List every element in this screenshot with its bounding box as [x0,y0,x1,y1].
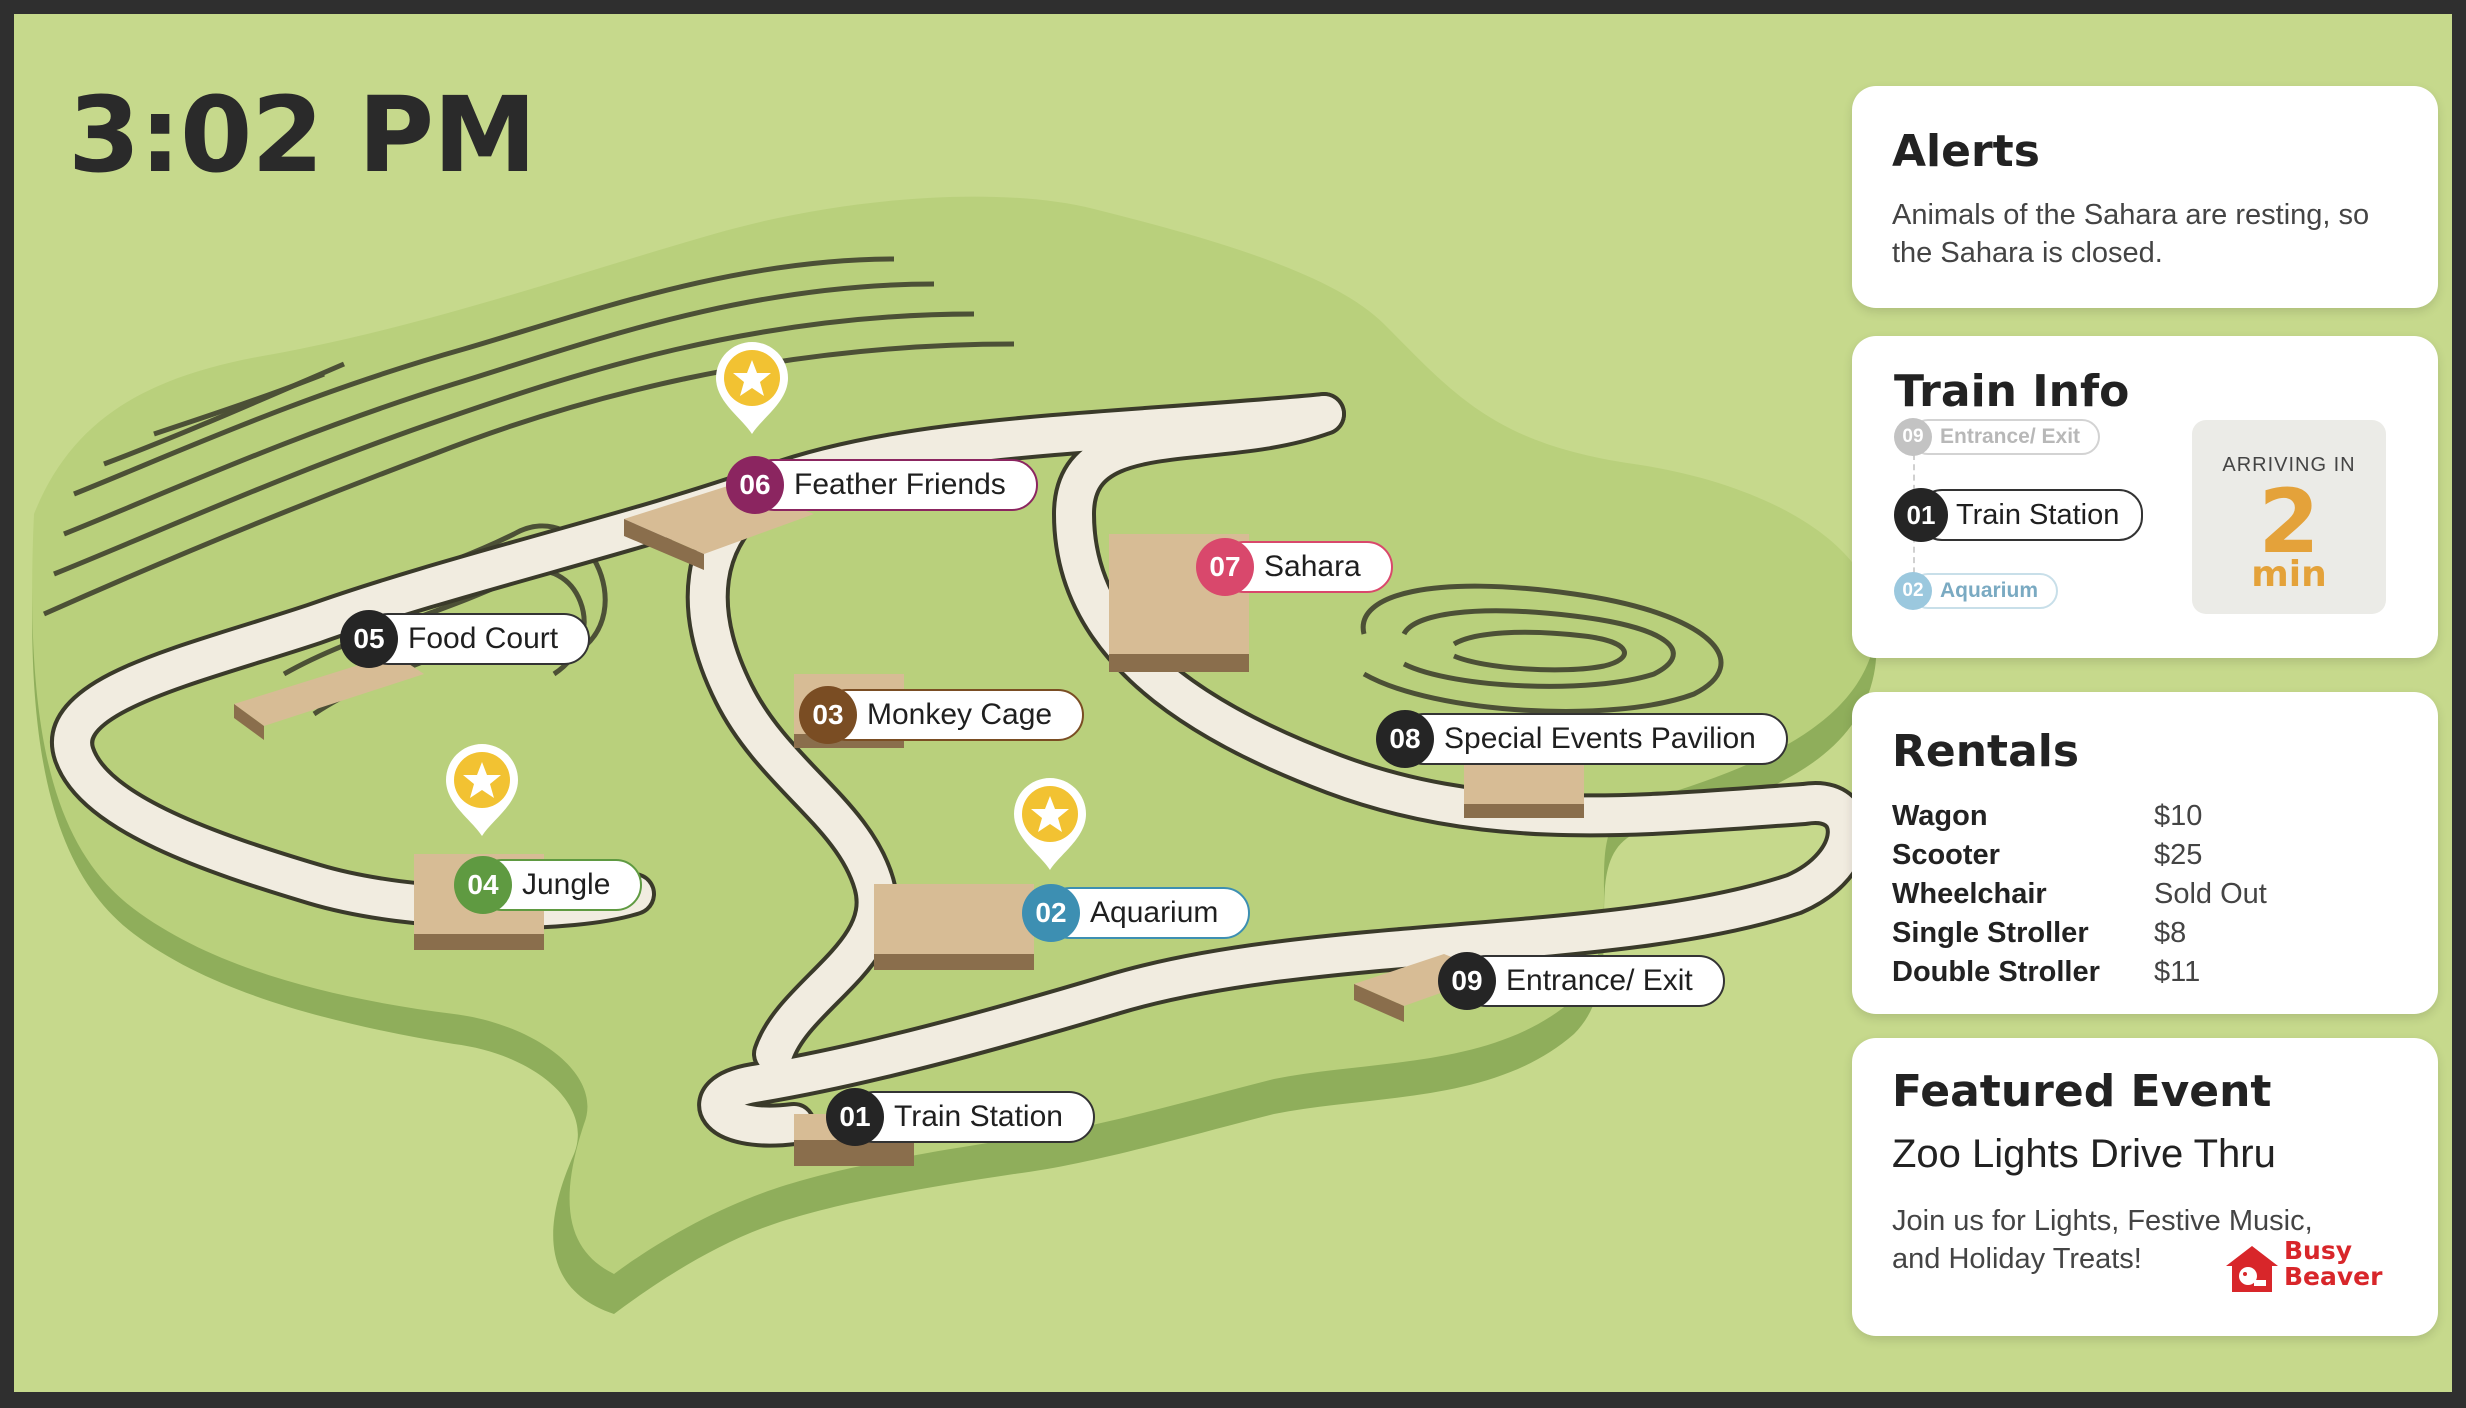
location-label: Entrance/ Exit [1460,955,1725,1007]
location-number: 05 [340,610,398,668]
rental-price: $8 [2154,917,2187,949]
sponsor-line-1: Busy [2284,1236,2353,1265]
rental-item: Scooter [1892,839,2000,871]
sponsor-logo: Busy Beaver [2224,1238,2394,1298]
rental-price: Sold Out [2154,878,2267,910]
location-number: 03 [799,686,857,744]
location-number: 04 [454,856,512,914]
location-label: Food Court [362,613,591,665]
arriving-label: ARRIVING IN [2222,454,2356,476]
rental-item: Wheelchair [1892,878,2047,910]
stop-number: 01 [1894,488,1948,542]
sponsor-name: Busy Beaver [2284,1238,2382,1290]
rental-row: Single Stroller $8 [1892,917,2267,956]
featured-event-card: Featured Event Zoo Lights Drive Thru Joi… [1852,1038,2438,1336]
rental-price: $10 [2154,800,2203,832]
rental-row: Wheelchair Sold Out [1892,878,2267,917]
sponsor-line-2: Beaver [2284,1262,2383,1291]
location-label: Train Station [848,1091,1095,1143]
current-time: 3:02 PM [68,74,537,196]
location-marker-special-events-pavilion[interactable]: 08 Special Events Pavilion [1376,710,1788,768]
location-number: 06 [726,456,784,514]
alerts-card: Alerts Animals of the Sahara are resting… [1852,86,2438,308]
featured-event-title: Featured Event [1892,1066,2272,1117]
signage-screen: 01 Train Station 02 Aquarium 03 Monkey C… [14,14,2452,1392]
arriving-value: 2 [2258,470,2320,573]
stop-number: 02 [1894,572,1932,610]
location-marker-monkey-cage[interactable]: 03 Monkey Cage [799,686,1085,744]
next-stop: 02 Aquarium [1894,572,2059,610]
rental-item: Wagon [1892,800,1988,832]
rental-row: Double Stroller $11 [1892,956,2267,995]
rental-price: $11 [2154,956,2201,988]
rentals-card: Rentals Wagon $10 Scooter $25 Wheelchair So… [1852,692,2438,1014]
rental-list: Wagon $10 Scooter $25 Wheelchair Sold Out S… [1892,800,2267,995]
event-name: Zoo Lights Drive Thru [1892,1132,2276,1176]
location-label: Special Events Pavilion [1398,713,1788,765]
alerts-title: Alerts [1892,126,2040,177]
train-info-card: Train Info 09 Entrance/ Exit 01 Train St… [1852,336,2438,658]
star-pin-icon[interactable] [442,742,522,838]
location-marker-sahara[interactable]: 07 Sahara [1196,538,1393,596]
location-number: 02 [1022,884,1080,942]
stop-label: Train Station [1918,489,2144,541]
current-stop: 01 Train Station [1894,488,2144,542]
rental-item: Single Stroller [1892,917,2089,949]
location-label: Feather Friends [748,459,1038,511]
star-pin-icon[interactable] [712,340,792,436]
location-marker-feather-friends[interactable]: 06 Feather Friends [726,456,1038,514]
location-marker-train-station[interactable]: 01 Train Station [826,1088,1095,1146]
location-label: Monkey Cage [821,689,1085,741]
location-marker-jungle[interactable]: 04 Jungle [454,856,643,914]
arrival-countdown: ARRIVING IN 2 min [2192,420,2386,614]
location-marker-entrance-exit[interactable]: 09 Entrance/ Exit [1438,952,1725,1010]
rental-row: Wagon $10 [1892,800,2267,839]
beaver-house-icon [2226,1246,2278,1292]
location-marker-food-court[interactable]: 05 Food Court [340,610,591,668]
alerts-message: Animals of the Sahara are resting, so th… [1892,199,2370,269]
rental-row: Scooter $25 [1892,839,2267,878]
star-pin-icon[interactable] [1010,776,1090,872]
stop-number: 09 [1894,418,1932,456]
rental-item: Double Stroller [1892,956,2100,988]
location-number: 09 [1438,952,1496,1010]
stop-label: Entrance/ Exit [1910,419,2101,455]
train-info-title: Train Info [1894,366,2130,417]
event-description: Join us for Lights, Festive Music, and H… [1892,1205,2313,1275]
location-number: 08 [1376,710,1434,768]
location-number: 01 [826,1088,884,1146]
rental-price: $25 [2154,839,2203,871]
stop-label: Aquarium [1910,573,2059,609]
arriving-unit: min [2251,554,2327,595]
location-number: 07 [1196,538,1254,596]
rentals-title: Rentals [1892,726,2080,777]
location-marker-aquarium[interactable]: 02 Aquarium [1022,884,1251,942]
previous-stop: 09 Entrance/ Exit [1894,418,2101,456]
